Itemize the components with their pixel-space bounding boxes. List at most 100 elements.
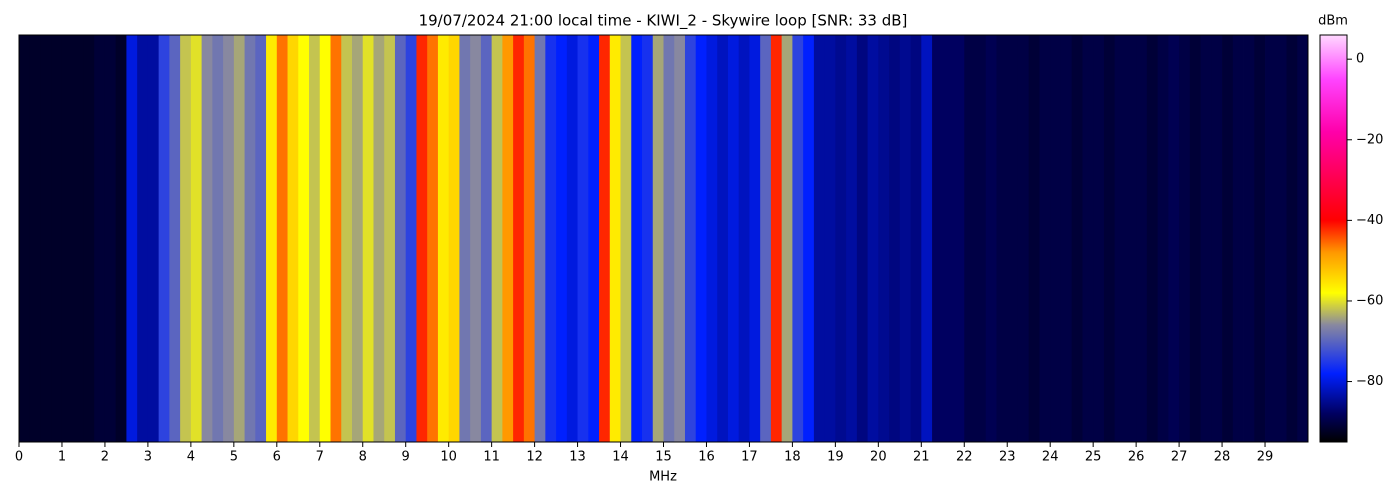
- spectrum-strip: [1050, 35, 1062, 442]
- spectrum-strip: [1007, 35, 1019, 442]
- x-tick-label: 15: [655, 450, 672, 465]
- spectrum-strip: [351, 35, 364, 442]
- spectrum-strip: [437, 35, 450, 442]
- spectrum-strip: [137, 35, 149, 442]
- spectrum-strip: [867, 35, 879, 442]
- spectrum-strip: [889, 35, 901, 442]
- spectrum-strip: [115, 35, 127, 442]
- spectrum-strip: [1157, 35, 1169, 442]
- spectrum-strip: [738, 35, 750, 442]
- spectrum-strip: [770, 35, 783, 442]
- spectrum-strip: [663, 35, 675, 442]
- spectrum-strip: [717, 35, 729, 442]
- x-tick-label: 8: [359, 450, 367, 465]
- colorbar: [1319, 34, 1348, 443]
- spectrum-strip: [394, 35, 407, 442]
- x-tick-label: 22: [956, 450, 973, 465]
- spectrum-strip: [1082, 35, 1094, 442]
- spectrum-strip: [921, 35, 933, 442]
- spectrum-strip: [1222, 35, 1234, 442]
- spectrum-strip: [878, 35, 890, 442]
- x-tick-label: 16: [698, 450, 715, 465]
- spectrum-strip: [384, 35, 396, 442]
- spectrum-strip: [341, 35, 353, 442]
- colorbar-tick-label: −20: [1356, 132, 1383, 147]
- spectrum-strip: [1168, 35, 1180, 442]
- x-tick-label: 9: [402, 450, 410, 465]
- spectrum-strip: [448, 35, 460, 442]
- spectrum-strip: [975, 35, 987, 442]
- x-tick-label: 29: [1257, 450, 1274, 465]
- spectrum-strip: [1232, 35, 1244, 442]
- spectrum-strip: [599, 35, 611, 442]
- spectrum-strip: [513, 35, 525, 442]
- spectrum-strip: [223, 35, 235, 442]
- spectrum-strip: [652, 35, 664, 442]
- spectrum-strip: [964, 35, 976, 442]
- spectrum-strip: [556, 35, 568, 442]
- spectrum-strip: [1189, 35, 1201, 442]
- spectrum-strip: [1136, 35, 1148, 442]
- plot-area: [19, 35, 1309, 442]
- spectrum-strip: [1028, 35, 1040, 442]
- x-tick-label: 17: [741, 450, 758, 465]
- x-tick-label: 7: [316, 450, 324, 465]
- colorbar-tick-label: −80: [1356, 374, 1383, 389]
- spectrum-strip: [523, 35, 535, 442]
- x-tick-label: 14: [612, 450, 629, 465]
- spectrum-strip: [1211, 35, 1223, 442]
- spectrum-strip: [1060, 35, 1073, 442]
- spectrum-strip: [942, 35, 954, 442]
- spectrum-strip: [427, 35, 439, 442]
- spectrum-strip: [642, 35, 654, 442]
- x-tick-label: 23: [999, 450, 1016, 465]
- x-tick-label: 0: [15, 450, 23, 465]
- spectrum-strip: [330, 35, 342, 442]
- x-tick-label: 2: [101, 450, 109, 465]
- spectrum-strip: [287, 35, 299, 442]
- spectrum-strip: [459, 35, 471, 442]
- spectrum-strip: [534, 35, 546, 442]
- spectrum-strip: [72, 35, 84, 442]
- colorbar-tick-label: −40: [1356, 213, 1383, 228]
- spectrum-strip: [40, 35, 52, 442]
- spectrum-strip: [1039, 35, 1051, 442]
- spectrum-strip: [566, 35, 578, 442]
- spectrum-strip: [502, 35, 514, 442]
- x-tick-label: 5: [230, 450, 238, 465]
- spectrum-strip: [233, 35, 245, 442]
- spectrum-strip: [749, 35, 761, 442]
- spectrum-strip: [1179, 35, 1191, 442]
- spectrum-strip: [416, 35, 428, 442]
- colorbar-label: dBm: [1318, 14, 1348, 29]
- spectrum-strip: [19, 35, 31, 442]
- spectrum-strip: [212, 35, 224, 442]
- spectrum-strip: [491, 35, 503, 442]
- spectrum-strip: [1071, 35, 1083, 442]
- spectrum-strip: [276, 35, 288, 442]
- x-tick-label: 13: [569, 450, 586, 465]
- x-tick-label: 21: [913, 450, 930, 465]
- spectrum-strip: [480, 35, 493, 442]
- spectrum-strip: [104, 35, 117, 442]
- x-tick-label: 1: [58, 450, 66, 465]
- spectrum-strip: [835, 35, 847, 442]
- spectrum-strip: [94, 35, 106, 442]
- spectrum-strip: [727, 35, 740, 442]
- spectrum-strip: [319, 35, 331, 442]
- spectrum-strip: [695, 35, 707, 442]
- spectrum-strip: [1114, 35, 1126, 442]
- x-tick-label: 24: [1042, 450, 1059, 465]
- spectrum-strip: [201, 35, 213, 442]
- spectrum-strip: [1297, 35, 1309, 442]
- spectrum-strip: [760, 35, 772, 442]
- x-tick-label: 10: [440, 450, 457, 465]
- x-tick-label: 28: [1214, 450, 1231, 465]
- spectrum-strip: [1125, 35, 1137, 442]
- spectrum-strip: [362, 35, 374, 442]
- spectrum-strip: [953, 35, 965, 442]
- spectrum-strip: [899, 35, 911, 442]
- spectrum-strip: [1275, 35, 1287, 442]
- spectrum-strip: [813, 35, 826, 442]
